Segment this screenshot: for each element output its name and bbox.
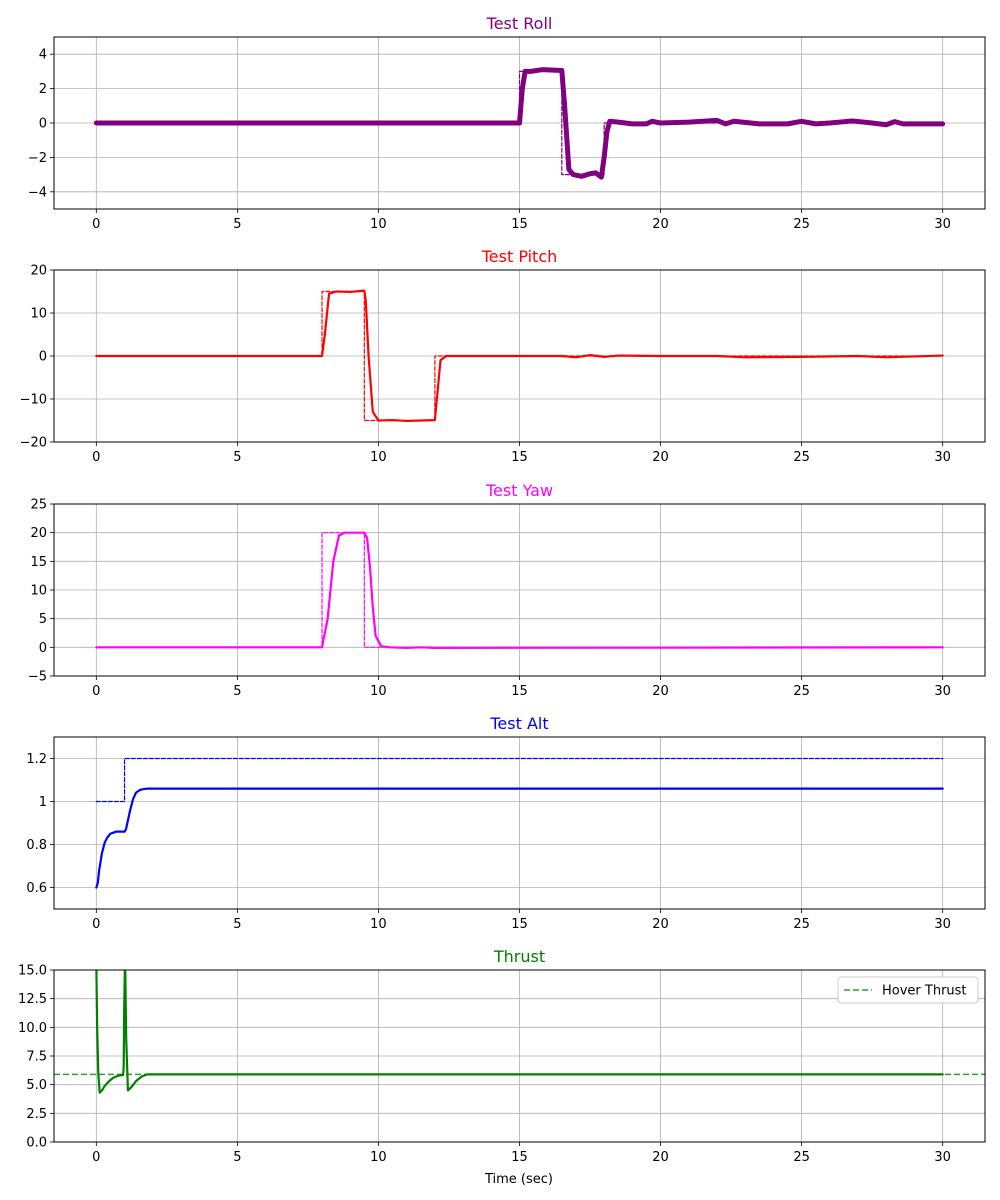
x-tick-label: 10 [370, 684, 387, 699]
y-tick-label: 10.0 [18, 1021, 47, 1036]
axes-frame [53, 269, 986, 443]
x-tick-label: 30 [934, 684, 951, 699]
reference-series-line [95, 757, 944, 803]
y-tick-label: 15 [30, 555, 47, 570]
x-tick-label: 5 [233, 217, 241, 232]
x-tick-label: 15 [511, 450, 528, 465]
chart-title: Test Pitch [481, 247, 558, 266]
y-tick-label: 5 [39, 612, 47, 627]
y-tick-label: 0 [39, 350, 47, 365]
x-tick-label: 15 [511, 217, 528, 232]
legend: Hover Thrust [837, 976, 979, 1004]
actual-series-line [93, 67, 946, 180]
y-tick-label: −2 [28, 151, 47, 166]
y-tick-label: 4 [39, 48, 47, 63]
y-tick-label: 1.2 [26, 752, 47, 767]
y-tick-label: 0 [39, 641, 47, 656]
x-tick-label: 20 [652, 1150, 669, 1165]
x-tick-label: 5 [233, 450, 241, 465]
x-tick-label: 30 [934, 450, 951, 465]
y-tick-label: 20 [30, 264, 47, 279]
axes-frame [53, 503, 986, 677]
x-tick-label: 20 [652, 684, 669, 699]
x-tick-label: 0 [92, 917, 100, 932]
x-tick-label: 25 [793, 450, 810, 465]
plot-area [95, 531, 944, 650]
y-tick-label: 25 [30, 498, 47, 513]
y-tick-label: 7.5 [26, 1050, 47, 1065]
x-tick-label: 5 [233, 684, 241, 699]
actual-series-line [95, 289, 944, 423]
plot-area [93, 67, 946, 180]
y-tick-label: 2 [39, 82, 47, 97]
x-tick-label: 25 [793, 217, 810, 232]
y-tick-label: −20 [20, 436, 47, 451]
x-tick-label: 30 [934, 917, 951, 932]
plot-area [95, 289, 944, 423]
x-tick-label: 0 [92, 684, 100, 699]
x-tick-label: 15 [511, 1150, 528, 1165]
chart-title: Thrust [493, 947, 545, 966]
y-tick-label: 0 [39, 117, 47, 132]
chart-title: Test Yaw [485, 481, 553, 500]
x-tick-label: 10 [370, 217, 387, 232]
y-tick-label: 10 [30, 307, 47, 322]
y-tick-label: 10 [30, 584, 47, 599]
chart-panel-2: 0 5 10 15 20 25 30 −20 −10 0 10 20 Test Pitch [20, 247, 986, 465]
y-tick-label: −4 [28, 185, 47, 200]
x-tick-label: 0 [92, 1150, 100, 1165]
x-tick-label: 5 [233, 1150, 241, 1165]
x-tick-label: 0 [92, 217, 100, 232]
y-tick-label: 20 [30, 526, 47, 541]
chart-panel-5: 0 5 10 15 20 25 30 0.0 2.5 5.0 7.5 10.0 12.5 15.0 Thru… [18, 947, 986, 1165]
x-tick-label: 20 [652, 917, 669, 932]
x-tick-label: 30 [934, 1150, 951, 1165]
y-tick-label: −5 [28, 670, 47, 685]
chart-title: Test Roll [486, 14, 553, 33]
y-tick-label: 0.8 [26, 838, 47, 853]
x-axis-label: Time (sec) [484, 1172, 553, 1187]
x-tick-label: 20 [652, 217, 669, 232]
axes-frame [53, 36, 986, 210]
reference-series-line [95, 290, 944, 422]
legend-label: Hover Thrust [882, 984, 967, 999]
x-tick-label: 0 [92, 450, 100, 465]
x-tick-label: 25 [793, 684, 810, 699]
y-tick-label: 1 [39, 795, 47, 810]
x-tick-label: 10 [370, 917, 387, 932]
y-tick-label: −10 [20, 393, 47, 408]
x-tick-label: 20 [652, 450, 669, 465]
chart-panel-4: 0 5 10 15 20 25 30 0.6 0.8 1 1.2 Test Alt [26, 714, 986, 932]
axes-frame [53, 736, 986, 910]
y-tick-label: 12.5 [18, 992, 47, 1007]
actual-series-line [95, 787, 944, 889]
x-tick-label: 10 [370, 1150, 387, 1165]
chart-panel-1: 0 5 10 15 20 25 30 −4 −2 0 2 4 Test Roll [28, 14, 986, 232]
chart-panel-3: 0 5 10 15 20 25 30 −5 0 5 10 15 20 25 Test Yaw [28, 481, 986, 699]
actual-series-line [95, 531, 944, 650]
y-tick-label: 2.5 [26, 1107, 47, 1122]
actual-series-line [95, 970, 944, 1094]
x-tick-label: 15 [511, 684, 528, 699]
x-tick-label: 10 [370, 450, 387, 465]
legend-box [837, 976, 979, 1004]
x-tick-label: 15 [511, 917, 528, 932]
x-tick-label: 25 [793, 917, 810, 932]
y-tick-label: 5.0 [26, 1078, 47, 1093]
x-tick-label: 25 [793, 1150, 810, 1165]
x-tick-label: 5 [233, 917, 241, 932]
chart-title: Test Alt [489, 714, 548, 733]
x-tick-label: 30 [934, 217, 951, 232]
axes-frame [53, 969, 986, 1143]
y-tick-label: 0.6 [26, 881, 47, 896]
plot-area [54, 970, 985, 1094]
y-tick-label: 0.0 [26, 1136, 47, 1151]
plot-area [95, 757, 944, 889]
y-tick-label: 15.0 [18, 964, 47, 979]
